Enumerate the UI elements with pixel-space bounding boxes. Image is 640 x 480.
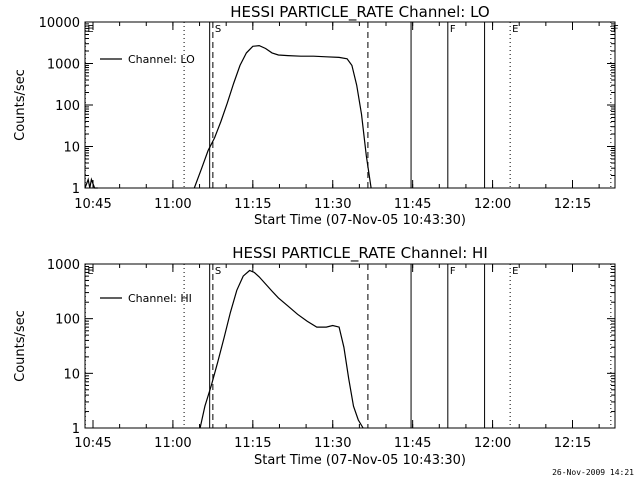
panel1-y-tick-label: 10000 [39,16,80,31]
panel1-x-tick-label: 11:30 [314,197,351,212]
panel2-event-marker-label: F [450,266,456,277]
panel2-x-tick-label: 10:45 [74,436,111,451]
panel2-y-axis-label: Counts/sec [13,310,28,382]
panel1-x-tick-label: 12:15 [554,197,591,212]
panel2-y-tick-label: 1000 [47,258,80,273]
panel2-x-tick-label: 11:45 [394,436,431,451]
panel1-axes-frame [84,21,616,189]
panel1-y-axis-label: Counts/sec [13,69,28,141]
panel1-y-tick-label: 1000 [47,58,80,73]
panel1-x-tick-label: 11:00 [154,197,191,212]
panel2-x-tick-label: 12:15 [554,436,591,451]
panel2-legend-label: Channel: HI [128,292,192,305]
panel1-y-tick-label: 100 [55,99,80,114]
panel1-x-tick-label: 11:15 [234,197,271,212]
panel2-axes-frame [84,263,616,429]
panel1-x-tick-label: 11:45 [394,197,431,212]
panel2-x-axis-label: Start Time (07-Nov-05 10:43:30) [254,453,466,468]
panel2-y-tick-label: 10 [63,367,80,382]
panel2-x-tick-label: 11:30 [314,436,351,451]
panel2-x-tick-label: 12:00 [474,436,511,451]
panel2-y-tick-label: 100 [55,313,80,328]
panel2-series-line-0 [199,269,364,429]
panel1-legend-label: Channel: LO [128,53,195,66]
panel1-event-marker-label: E [512,24,518,35]
panel1-event-marker-label: S [215,24,221,35]
panel2-x-tick-label: 11:15 [234,436,271,451]
panel1-x-tick-label: 12:00 [474,197,511,212]
panel1-x-axis-label: Start Time (07-Nov-05 10:43:30) [254,213,466,228]
panel1-event-marker-label: F [613,24,619,35]
panel1-x-tick-label: 10:45 [74,197,111,212]
panel2-event-marker-label: E [87,266,93,277]
panel2-event-marker-label: S [215,266,221,277]
panel1-series-line-1 [84,177,98,189]
panel1-event-marker-label: F [450,24,456,35]
panel1-y-tick-label: 10 [63,141,80,156]
panel1-event-marker-label: E [87,24,93,35]
panel1-series-line-0 [193,44,372,189]
panel1-y-tick-label: 1 [72,182,80,197]
panel2-x-tick-label: 11:00 [154,436,191,451]
panel1-title: HESSI PARTICLE_RATE Channel: LO [230,3,489,22]
panel2-y-tick-label: 1 [72,422,80,437]
panel2-title: HESSI PARTICLE_RATE Channel: HI [232,244,488,263]
plot-timestamp: 26-Nov-2009 14:21 [552,468,634,477]
panel2-event-marker-label: E [512,266,518,277]
